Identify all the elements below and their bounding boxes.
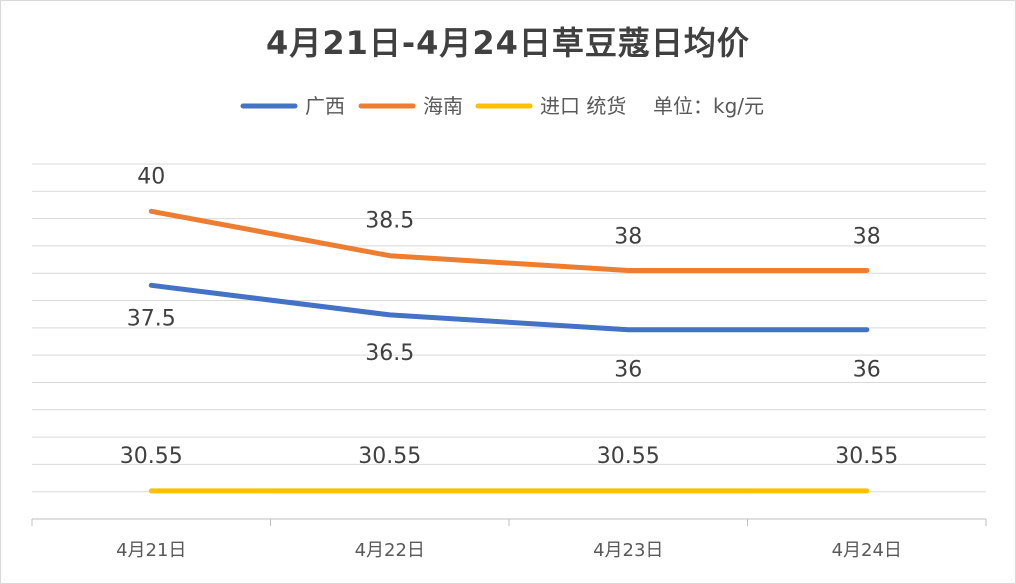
chart-title: 4月21日-4月24日草豆蔻日均价	[266, 24, 750, 62]
data-labels: 37.5 36.5 36 36 40 38.5 38 38 30.55 30.55 30.55 30.…	[120, 164, 898, 469]
x-axis: 4月21日 4月22日 4月23日 4月24日	[31, 518, 987, 561]
grid-lines	[32, 163, 986, 493]
legend-entry: 进口 统货	[540, 94, 626, 118]
data-label: 30.55	[835, 444, 898, 469]
x-tick-label: 4月23日	[593, 540, 663, 561]
data-label: 30.55	[358, 444, 421, 469]
unit-note: 单位：kg/元	[653, 94, 764, 118]
data-label: 38.5	[365, 209, 414, 234]
series-line	[148, 208, 870, 273]
x-tick-label: 4月24日	[832, 540, 902, 561]
data-label: 40	[137, 164, 165, 189]
data-label: 36.5	[365, 341, 414, 366]
data-label: 36	[853, 358, 881, 383]
data-label: 38	[853, 225, 881, 250]
series-line	[148, 282, 870, 333]
legend-entry: 广西	[305, 94, 345, 118]
data-label: 30.55	[120, 444, 183, 469]
legend-entry: 海南	[423, 94, 463, 118]
data-label: 38	[614, 225, 642, 250]
data-label: 37.5	[127, 306, 176, 331]
x-tick-label: 4月22日	[355, 540, 425, 561]
series-lines	[148, 208, 870, 494]
legend: 广西 海南 进口 统货 单位：kg/元	[240, 94, 764, 118]
data-label: 30.55	[597, 444, 660, 469]
data-label: 36	[614, 358, 642, 383]
x-tick-label: 4月21日	[116, 540, 186, 561]
